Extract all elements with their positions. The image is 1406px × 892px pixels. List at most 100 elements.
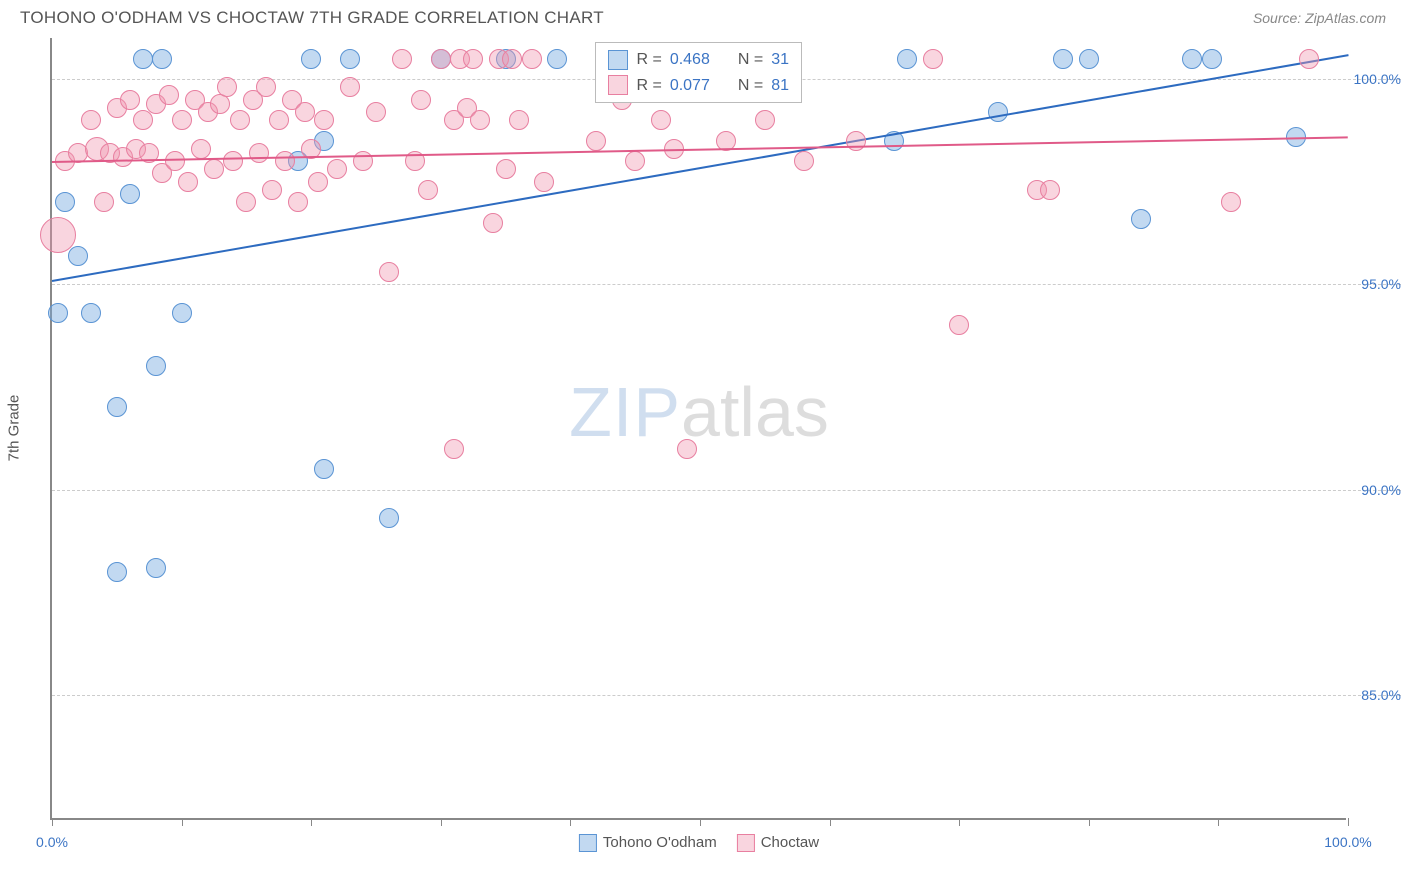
data-point (502, 49, 522, 69)
x-tick (1218, 818, 1219, 826)
data-point (107, 397, 127, 417)
x-tick (830, 818, 831, 826)
x-tick (182, 818, 183, 826)
data-point (236, 192, 256, 212)
legend-row: R =0.077N =81 (608, 73, 789, 99)
legend-item: Choctaw (737, 834, 819, 852)
x-tick (441, 818, 442, 826)
y-tick-label: 85.0% (1361, 687, 1401, 703)
data-point (172, 110, 192, 130)
x-tick (959, 818, 960, 826)
data-point (204, 159, 224, 179)
data-point (40, 217, 76, 253)
data-point (172, 303, 192, 323)
data-point (496, 159, 516, 179)
source-attribution: Source: ZipAtlas.com (1253, 10, 1386, 26)
data-point (483, 213, 503, 233)
data-point (949, 315, 969, 335)
data-point (223, 151, 243, 171)
data-point (55, 192, 75, 212)
data-point (120, 184, 140, 204)
data-point (81, 110, 101, 130)
data-point (379, 508, 399, 528)
data-point (1221, 192, 1241, 212)
correlation-chart: 7th Grade 85.0%90.0%95.0%100.0%0.0%100.0… (50, 38, 1346, 820)
data-point (392, 49, 412, 69)
data-point (301, 49, 321, 69)
data-point (340, 77, 360, 97)
data-point (249, 143, 269, 163)
data-point (1202, 49, 1222, 69)
data-point (133, 110, 153, 130)
data-point (522, 49, 542, 69)
data-point (191, 139, 211, 159)
data-point (133, 49, 153, 69)
data-point (366, 102, 386, 122)
data-point (230, 110, 250, 130)
gridline (52, 490, 1401, 491)
data-point (470, 110, 490, 130)
series-legend: Tohono O'odham Choctaw (579, 834, 819, 852)
data-point (418, 180, 438, 200)
data-point (1079, 49, 1099, 69)
data-point (152, 49, 172, 69)
data-point (586, 131, 606, 151)
data-point (314, 110, 334, 130)
legend-item: Tohono O'odham (579, 834, 717, 852)
data-point (411, 90, 431, 110)
data-point (1040, 180, 1060, 200)
data-point (509, 110, 529, 130)
data-point (677, 439, 697, 459)
data-point (444, 439, 464, 459)
x-tick (52, 818, 53, 826)
data-point (94, 192, 114, 212)
data-point (379, 262, 399, 282)
chart-title: TOHONO O'ODHAM VS CHOCTAW 7TH GRADE CORR… (20, 8, 604, 28)
data-point (1299, 49, 1319, 69)
data-point (269, 110, 289, 130)
data-point (81, 303, 101, 323)
data-point (262, 180, 282, 200)
y-tick-label: 100.0% (1354, 71, 1401, 87)
data-point (68, 246, 88, 266)
data-point (217, 77, 237, 97)
data-point (988, 102, 1008, 122)
x-tick (700, 818, 701, 826)
data-point (275, 151, 295, 171)
data-point (1131, 209, 1151, 229)
data-point (923, 49, 943, 69)
legend-swatch (608, 50, 628, 70)
data-point (107, 562, 127, 582)
y-tick-label: 90.0% (1361, 482, 1401, 498)
data-point (308, 172, 328, 192)
data-point (1053, 49, 1073, 69)
data-point (159, 85, 179, 105)
y-tick-label: 95.0% (1361, 276, 1401, 292)
data-point (547, 49, 567, 69)
data-point (340, 49, 360, 69)
data-point (48, 303, 68, 323)
data-point (1182, 49, 1202, 69)
data-point (651, 110, 671, 130)
data-point (256, 77, 276, 97)
x-tick-label: 100.0% (1324, 834, 1371, 850)
data-point (295, 102, 315, 122)
x-tick-label: 0.0% (36, 834, 68, 850)
legend-row: R =0.468N =31 (608, 47, 789, 73)
y-axis-title: 7th Grade (6, 395, 23, 462)
x-tick (1348, 818, 1349, 826)
data-point (314, 459, 334, 479)
data-point (625, 151, 645, 171)
data-point (463, 49, 483, 69)
data-point (165, 151, 185, 171)
x-tick (1089, 818, 1090, 826)
data-point (755, 110, 775, 130)
data-point (120, 90, 140, 110)
data-point (327, 159, 347, 179)
gridline (52, 695, 1401, 696)
trend-line (52, 137, 1348, 164)
data-point (146, 356, 166, 376)
legend-swatch (608, 75, 628, 95)
data-point (794, 151, 814, 171)
gridline (52, 284, 1401, 285)
